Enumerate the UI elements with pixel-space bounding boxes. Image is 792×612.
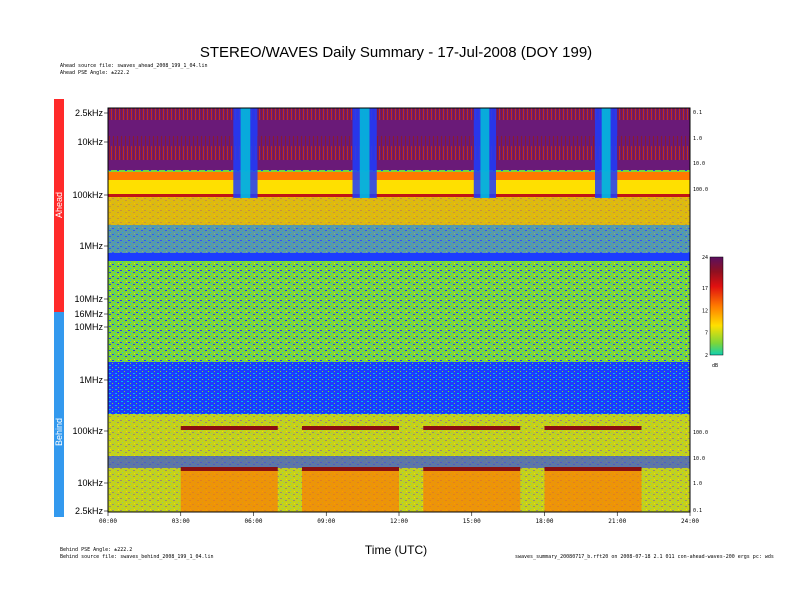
behind-band-fill-2 xyxy=(423,471,521,512)
ahead-orange-band xyxy=(108,172,690,180)
ahead-y-tick-label-3: 1MHz xyxy=(79,241,103,251)
behind-y-tick-label-1: 1MHz xyxy=(79,375,103,385)
behind-bands xyxy=(180,426,642,512)
behind-y-tick-label-2: 100kHz xyxy=(72,426,103,436)
x-tick-label-3: 09:00 xyxy=(317,518,335,525)
ahead-red-line xyxy=(108,194,690,197)
ahead-mid-band xyxy=(108,197,690,225)
colorbar-tick-0: 24 xyxy=(702,255,708,261)
ahead-right-tick-2: 10.0 xyxy=(693,161,705,167)
colorbar: 24 17 12 7 2 dB xyxy=(702,255,724,369)
ahead-right-tick-0: 0.1 xyxy=(693,110,702,116)
ahead-panel-label: Ahead xyxy=(54,192,64,218)
x-tick-label-2: 06:00 xyxy=(244,518,262,525)
ahead-right-axis: 0.1 1.0 10.0 100.0 xyxy=(693,110,708,193)
footer-note-right: swaves_summary_20080717_b.rft20 on 2008-… xyxy=(515,554,774,560)
behind-y-tick-label-3: 10kHz xyxy=(77,478,103,488)
behind-right-tick-0: 100.0 xyxy=(693,430,708,436)
colorbar-tick-4: 2 xyxy=(705,353,708,359)
ahead-y-tick-label-0: 2.5kHz xyxy=(75,108,104,118)
behind-y-tick-label-0: 10MHz xyxy=(74,322,103,332)
ahead-y-tick-label-2: 100kHz xyxy=(72,190,103,200)
behind-band-fill-0 xyxy=(180,471,278,512)
chart-title: STEREO/WAVES Daily Summary - 17-Jul-2008… xyxy=(199,44,593,61)
colorbar-tick-1: 17 xyxy=(702,286,708,292)
colorbar-gradient xyxy=(709,256,724,356)
spectrogram-area xyxy=(107,107,691,513)
x-tick-label-8: 24:00 xyxy=(681,518,699,525)
x-tick-label-5: 15:00 xyxy=(463,518,481,525)
x-tick-label-4: 12:00 xyxy=(390,518,408,525)
behind-blue-region xyxy=(108,362,690,414)
behind-panel-label: Behind xyxy=(54,418,64,446)
x-tick-label-6: 18:00 xyxy=(535,518,553,525)
behind-right-axis: 100.0 10.0 1.0 0.1 xyxy=(693,430,708,514)
ahead-y-tick-label-5: 16MHz xyxy=(74,309,103,319)
ahead-burst-core-2 xyxy=(480,108,490,198)
behind-right-tick-1: 10.0 xyxy=(693,456,705,462)
x-tick-label-1: 03:00 xyxy=(172,518,190,525)
behind-right-tick-3: 0.1 xyxy=(693,508,702,514)
ahead-side-bar xyxy=(54,99,64,312)
behind-band-lower-0 xyxy=(180,467,278,471)
ahead-bursts xyxy=(233,108,618,198)
behind-band-fill-3 xyxy=(544,471,642,512)
ahead-y-tick-label-4: 10MHz xyxy=(74,294,103,304)
header-note-source: Ahead source file: swaves_ahead_2008_199… xyxy=(60,63,208,69)
colorbar-tick-3: 7 xyxy=(705,331,708,337)
ahead-burst-core-1 xyxy=(359,108,370,198)
header-note-angle: Ahead PSE Angle: ±222.2 xyxy=(60,70,130,76)
behind-right-tick-2: 1.0 xyxy=(693,481,702,487)
colorbar-ticks: 24 17 12 7 2 xyxy=(702,255,708,359)
behind-band-lower-3 xyxy=(544,467,642,471)
behind-y-axis: 10MHz 1MHz 100kHz 10kHz 2.5kHz xyxy=(72,322,108,516)
behind-y-tick-label-4: 2.5kHz xyxy=(75,506,104,516)
ahead-transition-band xyxy=(108,225,690,253)
ahead-y-tick-label-1: 10kHz xyxy=(77,137,103,147)
ahead-right-tick-3: 100.0 xyxy=(693,187,708,193)
behind-band-fill-1 xyxy=(302,471,399,512)
behind-blue-stripe xyxy=(108,456,690,468)
colorbar-tick-2: 12 xyxy=(702,308,708,314)
colorbar-unit: dB xyxy=(712,363,718,369)
ahead-low-freq-region xyxy=(108,108,690,170)
behind-band-upper-2 xyxy=(423,426,521,430)
x-axis: 00:00 03:00 06:00 09:00 12:00 15:00 18:00 21:00… xyxy=(99,512,699,525)
ahead-y-axis: 2.5kHz 10kHz 100kHz 1MHz 10MHz 16MHz xyxy=(72,108,108,319)
behind-band-upper-1 xyxy=(302,426,399,430)
behind-band-lower-2 xyxy=(423,467,521,471)
ahead-burst-core-3 xyxy=(601,108,611,198)
x-tick-label-7: 21:00 xyxy=(608,518,626,525)
footer-note-source: Behind source file: swaves_behind_2008_1… xyxy=(60,554,214,560)
behind-side-bar xyxy=(54,312,64,517)
ahead-blue-band xyxy=(108,253,690,261)
behind-band-upper-3 xyxy=(544,426,642,430)
ahead-burst-core-0 xyxy=(240,108,251,198)
behind-band-lower-1 xyxy=(302,467,399,471)
footer-note-angle: Behind PSE Angle: ±222.2 xyxy=(60,547,133,553)
x-tick-label-0: 00:00 xyxy=(99,518,117,525)
ahead-right-tick-1: 1.0 xyxy=(693,136,702,142)
x-axis-label: Time (UTC) xyxy=(364,543,428,557)
behind-band-upper-0 xyxy=(180,426,278,430)
